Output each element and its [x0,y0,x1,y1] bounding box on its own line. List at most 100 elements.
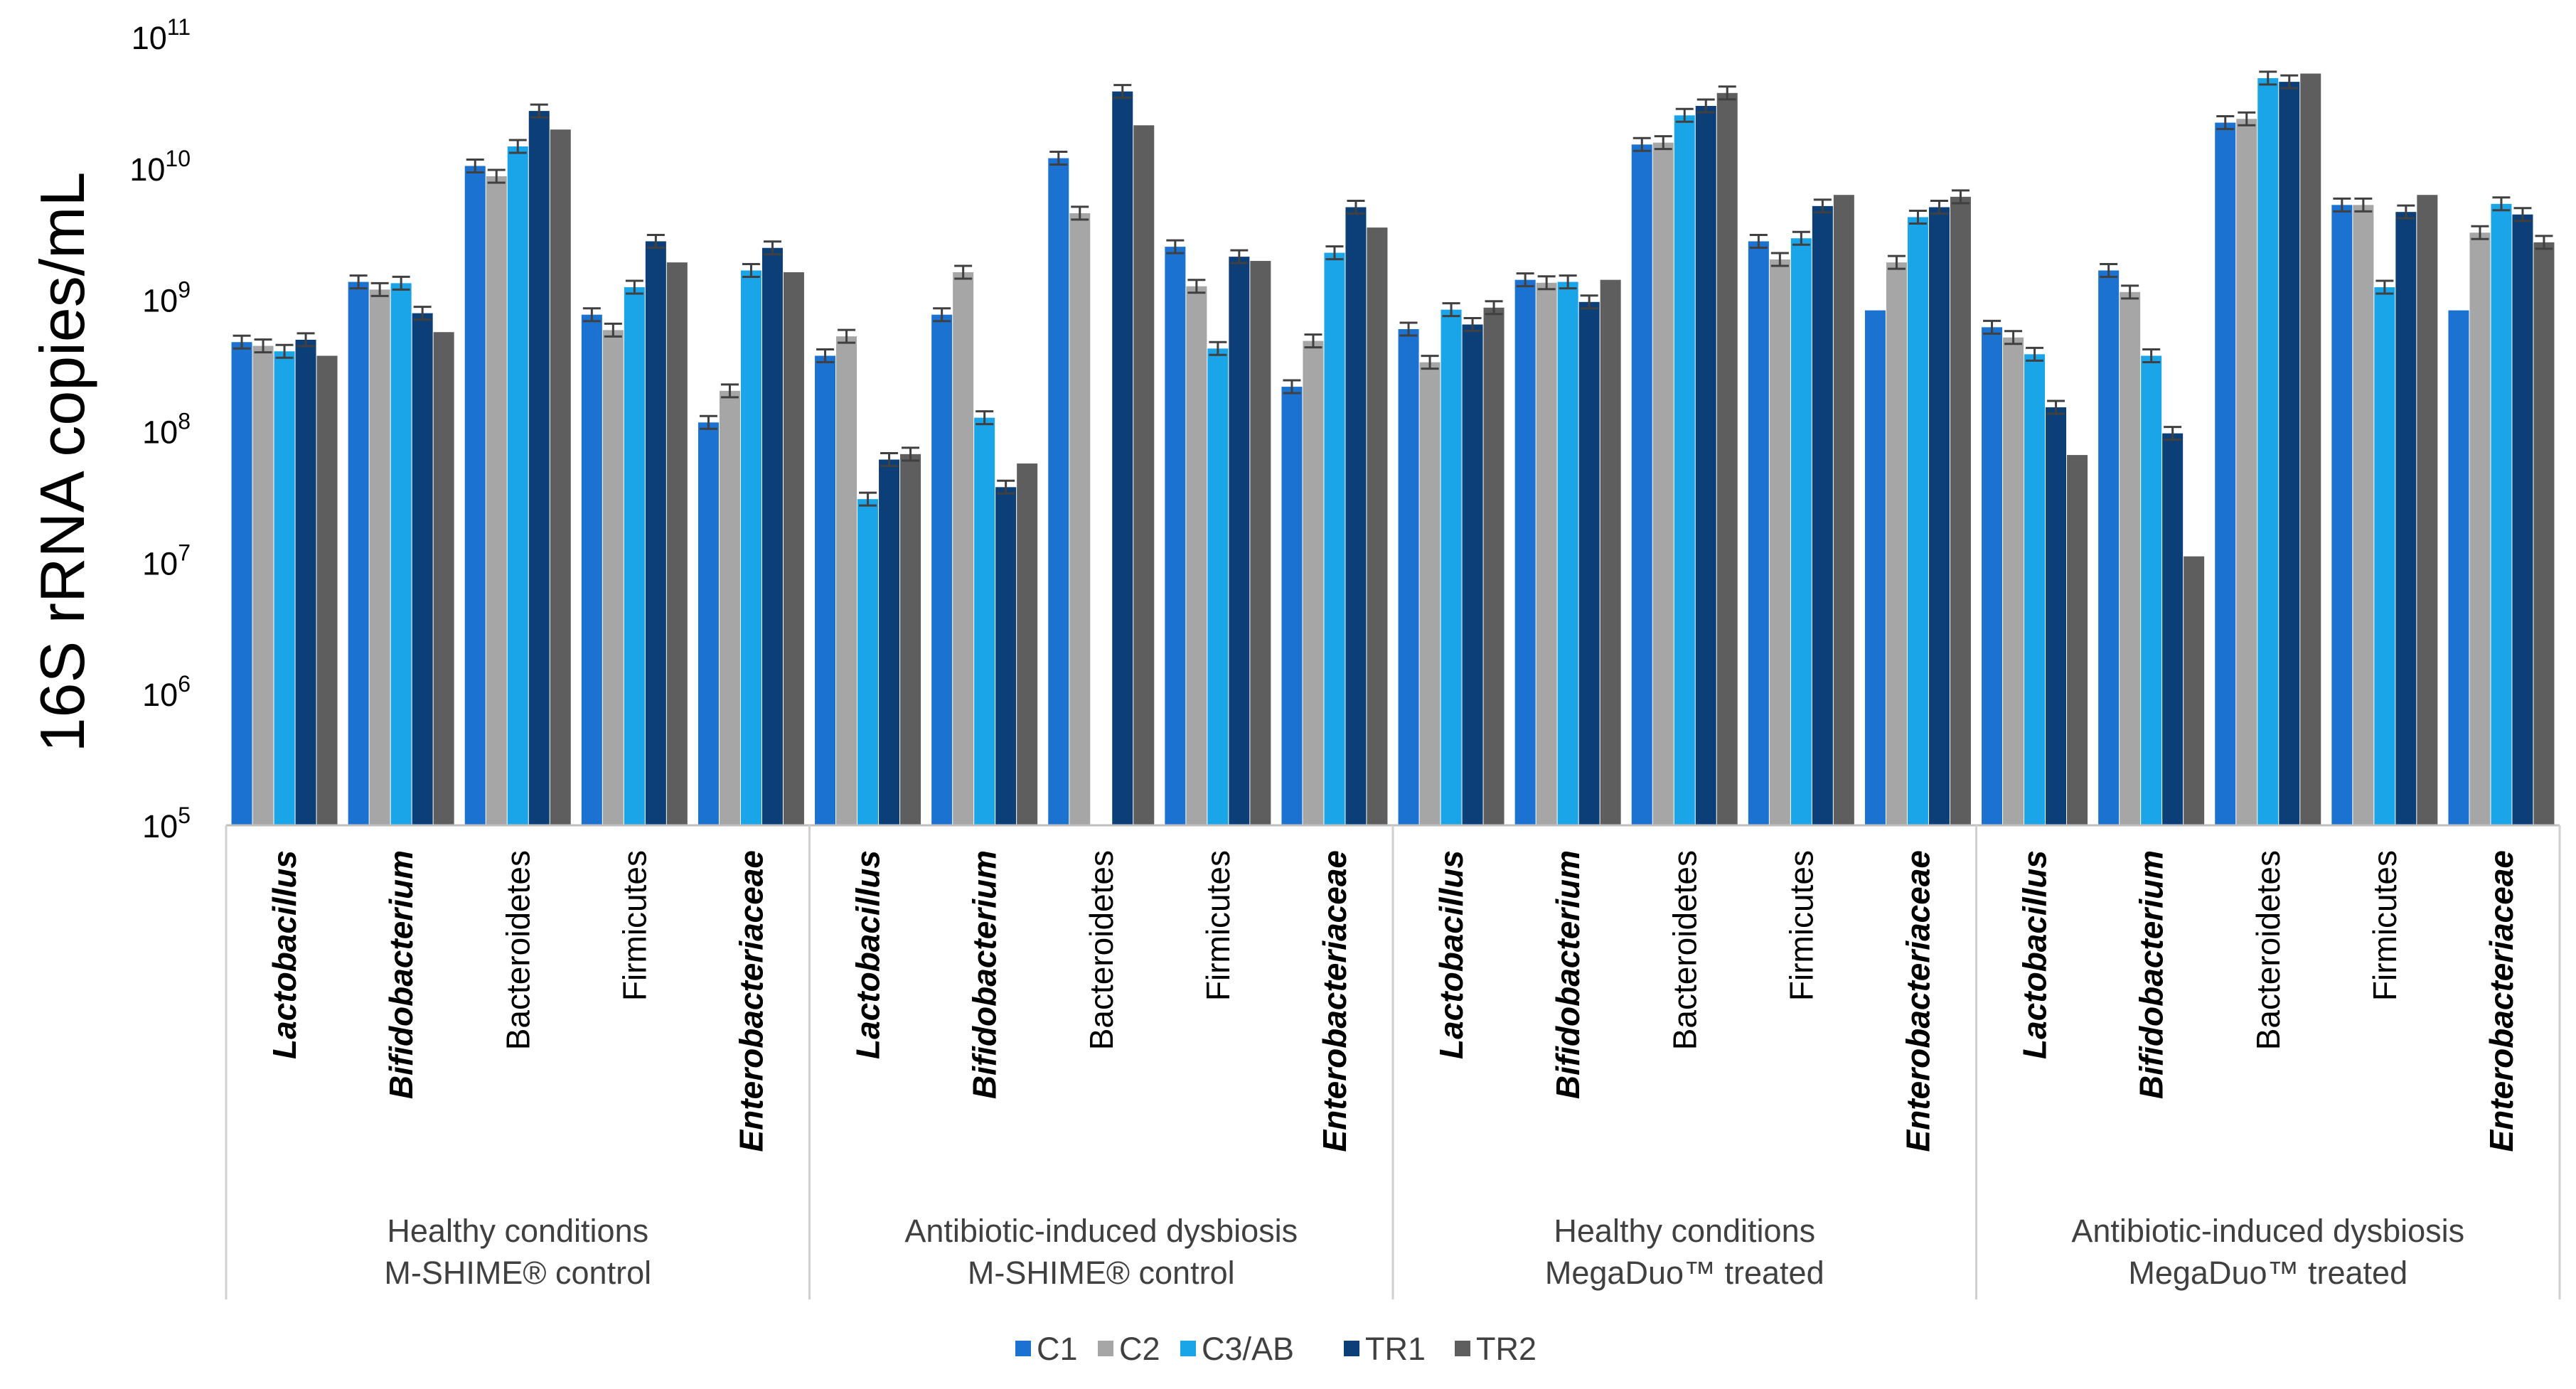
bar-tr1 [2279,82,2300,825]
legend-label: C1 [1037,1331,1078,1367]
bar-tr2 [2533,242,2555,825]
bar-tr1 [2162,433,2184,825]
bar-c3-ab [2257,77,2279,825]
bar-c1 [1514,279,1536,825]
bar-c3-ab [1907,217,1928,825]
category-label: Bacteroidetes [1083,850,1120,1050]
bar-tr1 [1112,91,1133,825]
bar-tr1 [295,339,316,825]
bar-c3-ab [2141,355,2162,825]
y-tick-exponent: 11 [167,14,191,40]
bar-c3-ab [740,270,761,825]
legend-swatch [1015,1341,1031,1356]
bar-c2 [2003,337,2024,825]
bar-c1 [1982,327,2003,825]
y-axis-title: 16S rRNA copies/mL [27,172,97,753]
bar-c3-ab [274,351,295,825]
bar-c3-ab [1207,348,1229,825]
category-label: Bifidobacterium [2133,850,2170,1099]
legend-label: C2 [1119,1331,1160,1367]
bar-c3-ab [974,417,995,825]
bar-c3-ab [2024,354,2046,825]
bar-c2 [1536,282,1557,825]
category-label: Lactobacillus [850,850,887,1059]
bar-c1 [2215,122,2236,825]
y-tick-base: 10 [132,20,167,56]
group-label-line2: M-SHIME® control [384,1255,651,1291]
y-tick-label: 108 [142,409,191,451]
y-tick-exponent: 9 [178,277,191,303]
bar-c1 [931,314,953,825]
legend-swatch [1455,1341,1470,1356]
bar-c2 [252,345,274,825]
bar-tr2 [1600,279,1621,825]
bar-c1 [1748,241,1769,825]
y-tick-base: 10 [142,545,178,581]
y-tick-exponent: 10 [165,146,191,171]
category-label: Enterobacteriaceae [732,850,769,1152]
bar-tr1 [1578,301,1600,825]
bar-tr1 [1462,324,1483,825]
bar-c2 [953,272,974,825]
bar-c3-ab [1324,252,1345,825]
category-label: Enterobacteriaceae [2483,850,2520,1152]
y-tick-exponent: 5 [178,803,191,828]
bar-tr1 [1695,105,1716,825]
group-label-line2: M-SHIME® control [968,1255,1235,1291]
category-label: Firmicutes [616,850,653,1001]
bar-c1 [1165,247,1186,825]
bar-c1 [698,422,719,825]
bar-c3-ab [857,499,879,825]
category-label: Bifidobacterium [966,850,1003,1099]
category-label: Bifidobacterium [1549,850,1586,1099]
y-tick-label: 106 [142,671,191,713]
category-label: Bacteroidetes [1666,850,1703,1050]
bar-c2 [719,390,740,825]
category-label: Bacteroidetes [499,850,536,1050]
bar-tr1 [1345,207,1367,825]
y-tick-exponent: 6 [178,671,191,697]
category-label: Lactobacillus [2016,850,2053,1059]
bar-tr2 [433,332,454,825]
bar-c1 [2448,310,2469,825]
bar-c2 [2469,232,2491,825]
bar-c1 [1631,144,1652,825]
group-label-line1: Antibiotic-induced dysbiosis [904,1213,1298,1249]
bar-tr2 [1133,125,1155,825]
y-tick-base: 10 [142,677,178,713]
bar-c2 [2236,119,2257,825]
bar-tr2 [783,272,804,825]
y-tick-base: 10 [129,151,165,188]
bar-tr1 [1812,205,1833,825]
bar-tr2 [1367,227,1388,825]
bar-c3-ab [390,283,412,825]
legend-swatch [1344,1341,1359,1356]
bar-c2 [1769,259,1790,825]
y-tick-label: 109 [142,277,191,319]
bar-tr2 [2184,556,2205,825]
bar-tr1 [995,487,1017,825]
bar-tr1 [2395,212,2417,825]
bar-c1 [581,314,602,825]
bar-c2 [1069,213,1091,825]
bar-tr1 [879,459,900,825]
bar-c2 [1186,286,1207,825]
bar-c1 [464,166,486,825]
y-axis-title-group: 16S rRNA copies/mL [27,172,97,753]
category-label: Lactobacillus [266,850,303,1059]
bar-c3-ab [1790,238,1812,825]
bar-c3-ab [1674,115,1695,825]
category-label: Bacteroidetes [2250,850,2287,1050]
bar-c3-ab [2491,203,2512,825]
bar-tr1 [412,313,433,825]
bar-c2 [369,289,390,825]
bar-tr1 [2512,214,2533,825]
bar-tr1 [645,241,666,825]
y-tick-label: 1010 [129,146,191,188]
bar-c1 [2098,270,2120,825]
bar-tr2 [1483,307,1505,825]
bar-tr1 [1928,207,1950,825]
bar-c1 [1048,158,1069,825]
category-label: Firmicutes [1783,850,1819,1001]
